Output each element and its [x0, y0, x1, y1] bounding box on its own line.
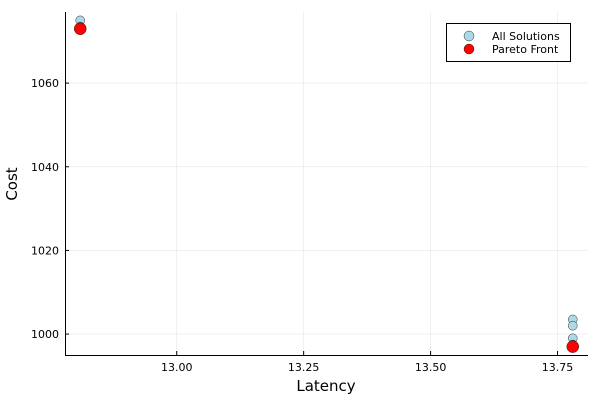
legend-label-pareto-front: Pareto Front — [492, 43, 559, 56]
y-ticks: 1000 1020 1040 1060 — [31, 77, 69, 341]
x-ticks: 13.00 13.25 13.50 13.75 — [161, 351, 573, 374]
legend-marker-pareto-front — [463, 43, 475, 55]
axes — [65, 12, 588, 356]
x-tick-label: 13.00 — [161, 361, 193, 374]
legend-label-all-solutions: All Solutions — [492, 30, 560, 43]
grid — [65, 12, 588, 355]
pareto-front-point — [74, 22, 87, 35]
x-axis-title: Latency — [296, 377, 355, 395]
x-tick-label: 13.50 — [415, 361, 447, 374]
y-tick-label: 1020 — [31, 244, 59, 257]
pareto-front-point — [566, 340, 579, 353]
y-tick-label: 1060 — [31, 77, 59, 90]
legend-box — [446, 23, 571, 62]
y-axis-title: Cost — [3, 167, 21, 200]
legend: All Solutions Pareto Front — [446, 23, 571, 62]
x-tick-label: 13.25 — [288, 361, 320, 374]
data-points — [74, 15, 579, 353]
x-tick-label: 13.75 — [542, 361, 574, 374]
y-tick-label: 1000 — [31, 328, 59, 341]
all-solutions-point — [568, 321, 578, 331]
legend-marker-all-solutions — [463, 30, 475, 42]
y-tick-label: 1040 — [31, 161, 59, 174]
